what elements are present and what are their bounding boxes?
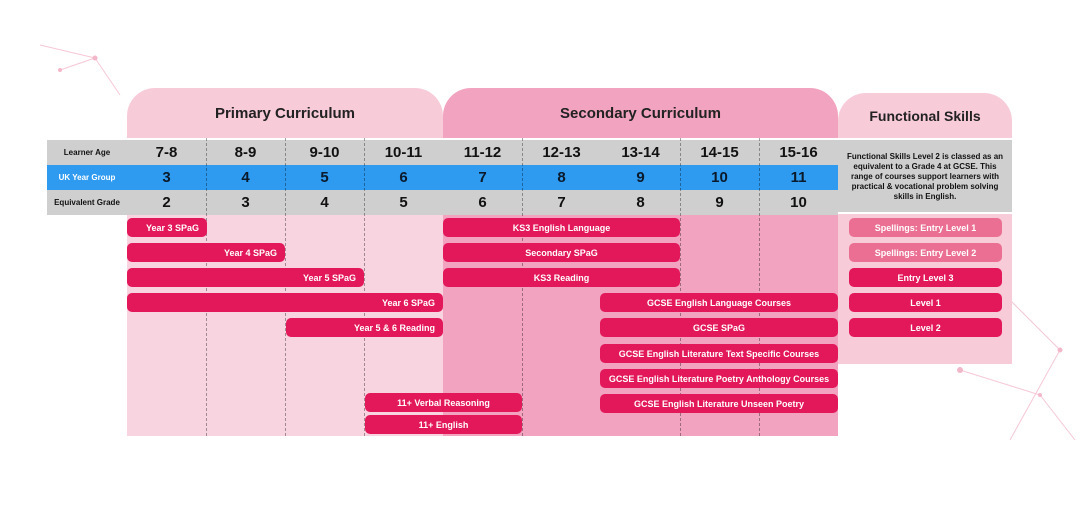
course-spellings-entry-level-2[interactable]: Spellings: Entry Level 2 — [849, 243, 1002, 262]
grade-cell: 7 — [557, 194, 566, 211]
grade-cell: 5 — [399, 194, 408, 211]
course-year6-spag[interactable]: Year 6 SPaG — [127, 293, 443, 312]
year-cell: 3 — [162, 169, 171, 186]
age-cell: 14-15 — [700, 144, 739, 161]
column-divider — [522, 138, 523, 436]
learner-age-row: Learner Age 7-8 8-9 9-10 10-11 11-12 12-… — [47, 140, 838, 165]
equivalent-grade-label: Equivalent Grade — [54, 198, 120, 207]
year-cell: 7 — [478, 169, 487, 186]
year-cell: 5 — [320, 169, 329, 186]
column-divider — [206, 138, 207, 436]
year-cell: 8 — [557, 169, 566, 186]
age-cell: 15-16 — [779, 144, 818, 161]
course-secondary-spag[interactable]: Secondary SPaG — [443, 243, 680, 262]
age-cell: 12-13 — [542, 144, 581, 161]
age-cell: 10-11 — [384, 144, 423, 161]
uk-year-group-row: UK Year Group 3 4 5 6 7 8 9 10 11 — [47, 165, 838, 190]
year-cell: 10 — [711, 169, 728, 186]
column-divider — [364, 138, 365, 436]
learner-age-label: Learner Age — [63, 148, 111, 157]
age-cell: 7-8 — [155, 144, 178, 161]
course-gcse-spag[interactable]: GCSE SPaG — [600, 318, 838, 337]
course-entry-level-3[interactable]: Entry Level 3 — [849, 268, 1002, 287]
functional-skills-header: Functional Skills — [838, 93, 1012, 138]
grade-cell: 3 — [241, 194, 250, 211]
grade-cell: 6 — [478, 194, 487, 211]
course-ks3-reading[interactable]: KS3 Reading — [443, 268, 680, 287]
column-divider — [759, 138, 760, 436]
uk-year-group-label: UK Year Group — [58, 173, 116, 182]
column-divider — [285, 138, 286, 436]
course-spellings-entry-level-1[interactable]: Spellings: Entry Level 1 — [849, 218, 1002, 237]
course-gcse-english-language[interactable]: GCSE English Language Courses — [600, 293, 838, 312]
column-divider — [680, 138, 681, 436]
equivalent-grade-row: Equivalent Grade 2 3 4 5 6 7 8 9 10 — [47, 190, 838, 215]
course-year5-spag[interactable]: Year 5 SPaG — [127, 268, 364, 287]
course-year5-6-reading[interactable]: Year 5 & 6 Reading — [286, 318, 443, 337]
functional-column-background — [838, 214, 1012, 364]
year-cell: 9 — [636, 169, 645, 186]
grade-cell: 10 — [790, 194, 807, 211]
course-11plus-english[interactable]: 11+ English — [365, 415, 522, 434]
grade-cell: 9 — [715, 194, 724, 211]
grade-cell: 2 — [162, 194, 171, 211]
age-cell: 8-9 — [234, 144, 257, 161]
age-cell: 13-14 — [621, 144, 660, 161]
course-gcse-literature-unseen-poetry[interactable]: GCSE English Literature Unseen Poetry — [600, 394, 838, 413]
course-gcse-literature-poetry-anthology[interactable]: GCSE English Literature Poetry Anthology… — [600, 369, 838, 388]
age-cell: 9-10 — [309, 144, 340, 161]
age-cell: 11-12 — [463, 144, 502, 161]
course-functional-level-2[interactable]: Level 2 — [849, 318, 1002, 337]
course-year3-spag[interactable]: Year 3 SPaG — [127, 218, 207, 237]
year-cell: 4 — [241, 169, 250, 186]
course-11plus-verbal-reasoning[interactable]: 11+ Verbal Reasoning — [365, 393, 522, 412]
year-cell: 11 — [790, 169, 807, 186]
course-gcse-literature-text-specific[interactable]: GCSE English Literature Text Specific Co… — [600, 344, 838, 363]
course-ks3-english-language[interactable]: KS3 English Language — [443, 218, 680, 237]
primary-curriculum-header: Primary Curriculum — [127, 88, 443, 138]
grade-cell: 4 — [320, 194, 329, 211]
course-year4-spag[interactable]: Year 4 SPaG — [127, 243, 285, 262]
course-functional-level-1[interactable]: Level 1 — [849, 293, 1002, 312]
grade-cell: 8 — [636, 194, 645, 211]
functional-skills-note: Functional Skills Level 2 is classed as … — [838, 140, 1012, 212]
secondary-curriculum-header: Secondary Curriculum — [443, 88, 838, 138]
year-cell: 6 — [399, 169, 408, 186]
